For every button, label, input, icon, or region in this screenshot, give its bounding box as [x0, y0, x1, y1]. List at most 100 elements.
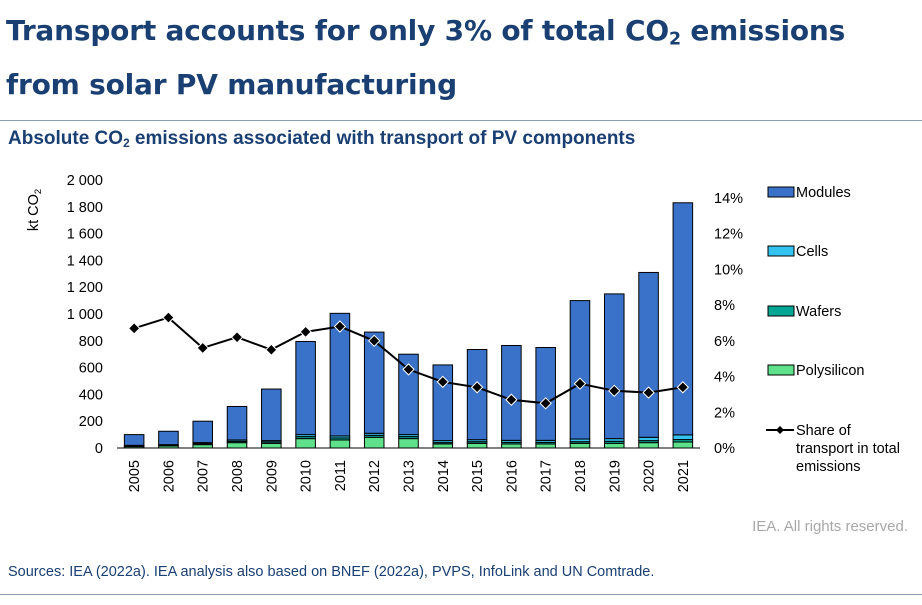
- share-point: [196, 341, 209, 355]
- title-divider: [0, 120, 922, 121]
- bar-polysilicon: [672, 441, 694, 449]
- share-point: [299, 325, 312, 339]
- y-tick-label: 600: [79, 361, 103, 377]
- share-point: [265, 343, 278, 356]
- share-point: [642, 386, 655, 399]
- bar-modules: [295, 340, 316, 436]
- y-tick-label: 1 800: [67, 200, 103, 216]
- x-tick-label: 2017: [539, 460, 555, 492]
- legend-line-marker: [776, 426, 784, 434]
- legend-label-cells: Cells: [796, 244, 828, 260]
- share-point: [676, 381, 690, 394]
- bar-modules: [672, 202, 694, 436]
- bar-polysilicon: [363, 436, 385, 449]
- y2-tick-label: 8%: [714, 298, 735, 314]
- sources-note: Sources: IEA (2022a). IEA analysis also …: [8, 564, 655, 580]
- legend-label-wafers: Wafers: [796, 304, 841, 320]
- bar-cells: [638, 436, 659, 442]
- share-point: [230, 331, 244, 344]
- x-tick-label: 2011: [333, 460, 349, 491]
- share-point: [470, 381, 484, 394]
- x-tick-label: 2020: [642, 460, 658, 492]
- y-tick-label: 0: [95, 441, 103, 457]
- page-title: Transport accounts for only 3% of total …: [6, 14, 846, 102]
- bar-polysilicon: [501, 443, 522, 449]
- x-tick-label: 2015: [470, 460, 486, 492]
- legend-swatch-cells: [767, 245, 795, 257]
- y2-tick-label: 10%: [714, 262, 743, 278]
- x-tick-label: 2021: [676, 460, 692, 492]
- y-tick-label: 1 400: [67, 253, 103, 269]
- x-tick-label: 2010: [299, 460, 315, 492]
- share-point: [505, 393, 518, 406]
- y-tick-label: 200: [79, 414, 103, 430]
- y2-tick-label: 14%: [714, 191, 743, 207]
- x-tick-label: 2012: [367, 460, 383, 492]
- bar-modules: [638, 271, 659, 438]
- bar-polysilicon: [638, 442, 659, 449]
- bar-modules: [398, 353, 419, 436]
- bar-polysilicon: [329, 439, 351, 449]
- legend-swatch-modules: [767, 186, 795, 198]
- legend-label-share: transport in total: [796, 441, 900, 457]
- bar-polysilicon: [261, 442, 282, 449]
- bar-modules: [192, 420, 214, 444]
- x-tick-label: 2006: [161, 460, 177, 492]
- share-point: [333, 320, 347, 333]
- x-tick-label: 2009: [264, 460, 280, 492]
- legend-label-share: Share of: [796, 423, 852, 439]
- bar-polysilicon: [226, 442, 248, 449]
- bar-polysilicon: [398, 438, 419, 449]
- legend-swatch-polysilicon: [767, 364, 795, 376]
- bar-modules: [569, 300, 591, 440]
- bar-cells: [672, 434, 694, 441]
- share-point: [539, 397, 552, 410]
- y2-tick-label: 6%: [714, 334, 735, 350]
- bar-modules: [261, 388, 282, 442]
- x-tick-label: 2014: [436, 460, 452, 492]
- x-tick-label: 2019: [607, 460, 623, 492]
- bar-polysilicon: [569, 442, 591, 449]
- bar-polysilicon: [603, 442, 625, 449]
- y2-tick-label: 4%: [714, 370, 735, 386]
- share-point: [608, 384, 621, 398]
- x-tick-label: 2018: [573, 460, 589, 492]
- share-point: [127, 322, 141, 335]
- x-tick-label: 2007: [196, 460, 212, 492]
- bar-modules: [158, 430, 179, 446]
- share-point: [436, 375, 450, 389]
- legend-label-polysilicon: Polysilicon: [796, 363, 865, 379]
- legend-swatch-wafers: [767, 305, 795, 317]
- legend-label-share: emissions: [796, 459, 860, 475]
- bar-modules: [603, 293, 625, 440]
- x-tick-label: 2016: [504, 460, 520, 492]
- share-point: [573, 377, 587, 390]
- y2-tick-label: 2%: [714, 405, 735, 421]
- bar-polysilicon: [295, 438, 316, 449]
- bar-modules: [123, 434, 145, 446]
- y-tick-label: 1 600: [67, 227, 103, 243]
- bar-modules: [466, 349, 488, 441]
- footer-divider: [0, 594, 922, 595]
- bar-polysilicon: [432, 443, 454, 449]
- y-tick-label: 400: [79, 387, 103, 403]
- bar-modules: [363, 331, 385, 434]
- share-point: [367, 334, 381, 348]
- bar-modules: [226, 405, 248, 441]
- legend-label-modules: Modules: [796, 185, 851, 201]
- x-tick-label: 2008: [230, 460, 246, 492]
- bar-modules: [535, 347, 556, 441]
- y-axis-label: kt CO2: [26, 189, 44, 231]
- share-point: [402, 363, 415, 376]
- bar-polysilicon: [192, 444, 214, 449]
- bar-modules: [329, 312, 351, 437]
- y2-tick-label: 0%: [714, 441, 735, 457]
- bar-polysilicon: [535, 443, 556, 449]
- bar-modules: [432, 364, 454, 442]
- y-tick-label: 1 000: [67, 307, 103, 323]
- rights-notice: IEA. All rights reserved.: [752, 518, 908, 535]
- share-point: [162, 311, 175, 324]
- chart: 0 200 400 600 800 1 000 1 200 1 400 1 600 1 800 2 …: [26, 173, 900, 492]
- y-tick-label: 800: [79, 334, 103, 350]
- bar-polysilicon: [466, 442, 488, 449]
